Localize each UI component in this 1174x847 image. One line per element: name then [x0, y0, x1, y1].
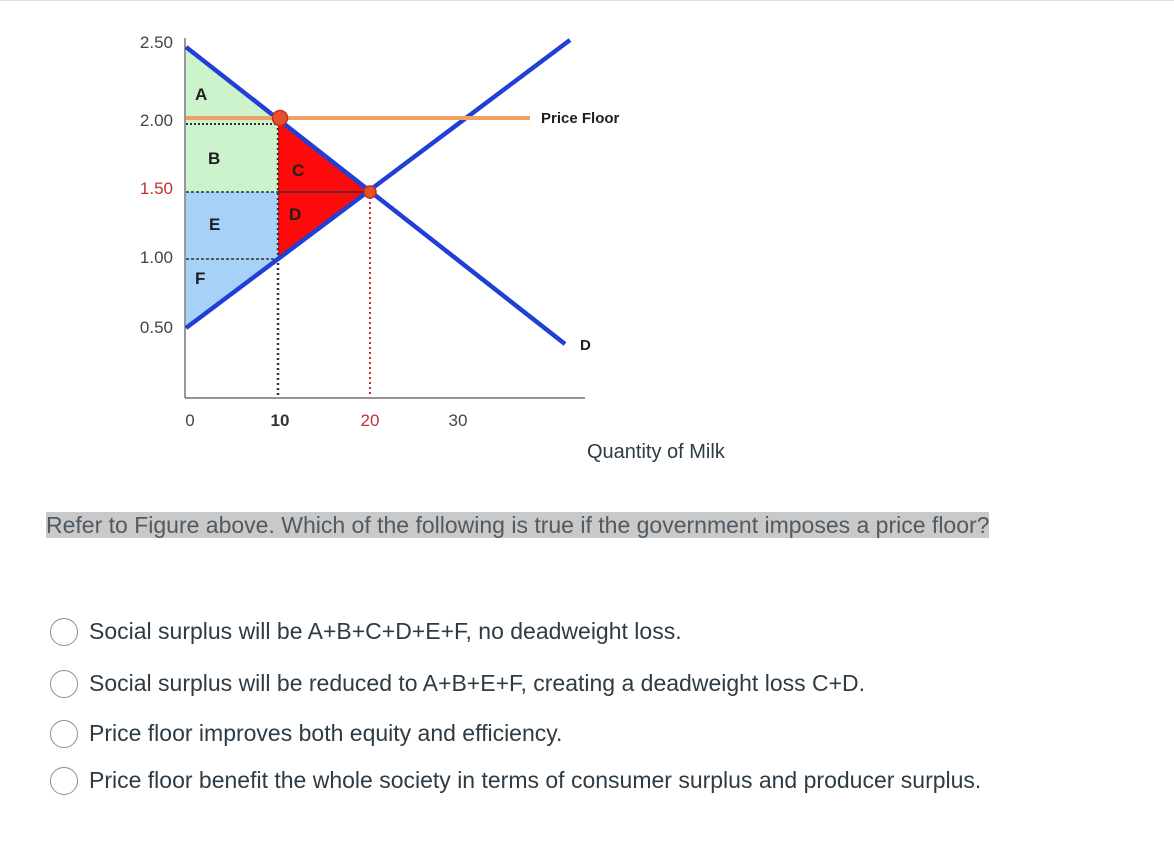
top-divider [0, 0, 1174, 1]
region-e-area [186, 192, 278, 259]
answer-text: Social surplus will be reduced to A+B+E+… [89, 670, 866, 696]
y-tick-2-00: 2.00 [140, 111, 173, 130]
price-floor-label: Price Floor [541, 110, 620, 127]
y-tick-1-00: 1.00 [140, 248, 173, 267]
region-b-label: B [208, 149, 220, 168]
region-f-label: F [195, 269, 205, 288]
region-d-label: D [289, 205, 301, 224]
price-floor-figure: A B C D E F 2.50 2.00 1.50 1.00 0.50 0 1… [140, 33, 726, 463]
y-tick-1-50: 1.50 [140, 179, 173, 198]
answer-option-2[interactable]: Social surplus will be reduced to A+B+E+… [50, 663, 1019, 703]
deadweight-loss-area [278, 118, 370, 259]
answer-text: Price floor benefit the whole society in… [89, 767, 982, 793]
demand-label: D [580, 337, 591, 354]
y-tick-2-50: 2.50 [140, 33, 173, 52]
answer-option-4[interactable]: Price floor benefit the whole society in… [50, 760, 1019, 800]
region-c-label: C [292, 161, 304, 180]
floor-point [271, 109, 289, 127]
radio-button[interactable] [50, 670, 78, 698]
region-e-label: E [209, 215, 220, 234]
y-tick-0-50: 0.50 [140, 318, 173, 337]
x-axis-label: Quantity of Milk [587, 441, 726, 463]
x-tick-0: 0 [185, 411, 194, 430]
answer-option-1[interactable]: Social surplus will be A+B+C+D+E+F, no d… [50, 611, 1019, 651]
x-tick-30: 30 [449, 411, 468, 430]
question-text: Refer to Figure above. Which of the foll… [46, 506, 996, 544]
answer-option-3[interactable]: Price floor improves both equity and eff… [50, 713, 1019, 753]
x-tick-10: 10 [271, 411, 290, 430]
answer-text: Social surplus will be A+B+C+D+E+F, no d… [89, 618, 682, 644]
supply-curve [184, 38, 572, 330]
radio-button[interactable] [50, 618, 78, 646]
radio-button[interactable] [50, 720, 78, 748]
x-tick-20: 20 [361, 411, 380, 430]
radio-button[interactable] [50, 767, 78, 795]
equilibrium-point [363, 185, 377, 199]
region-a-label: A [195, 85, 207, 104]
answer-text: Price floor improves both equity and eff… [89, 720, 563, 746]
question-highlight: Refer to Figure above. Which of the foll… [46, 512, 990, 538]
region-b-area [186, 118, 278, 192]
